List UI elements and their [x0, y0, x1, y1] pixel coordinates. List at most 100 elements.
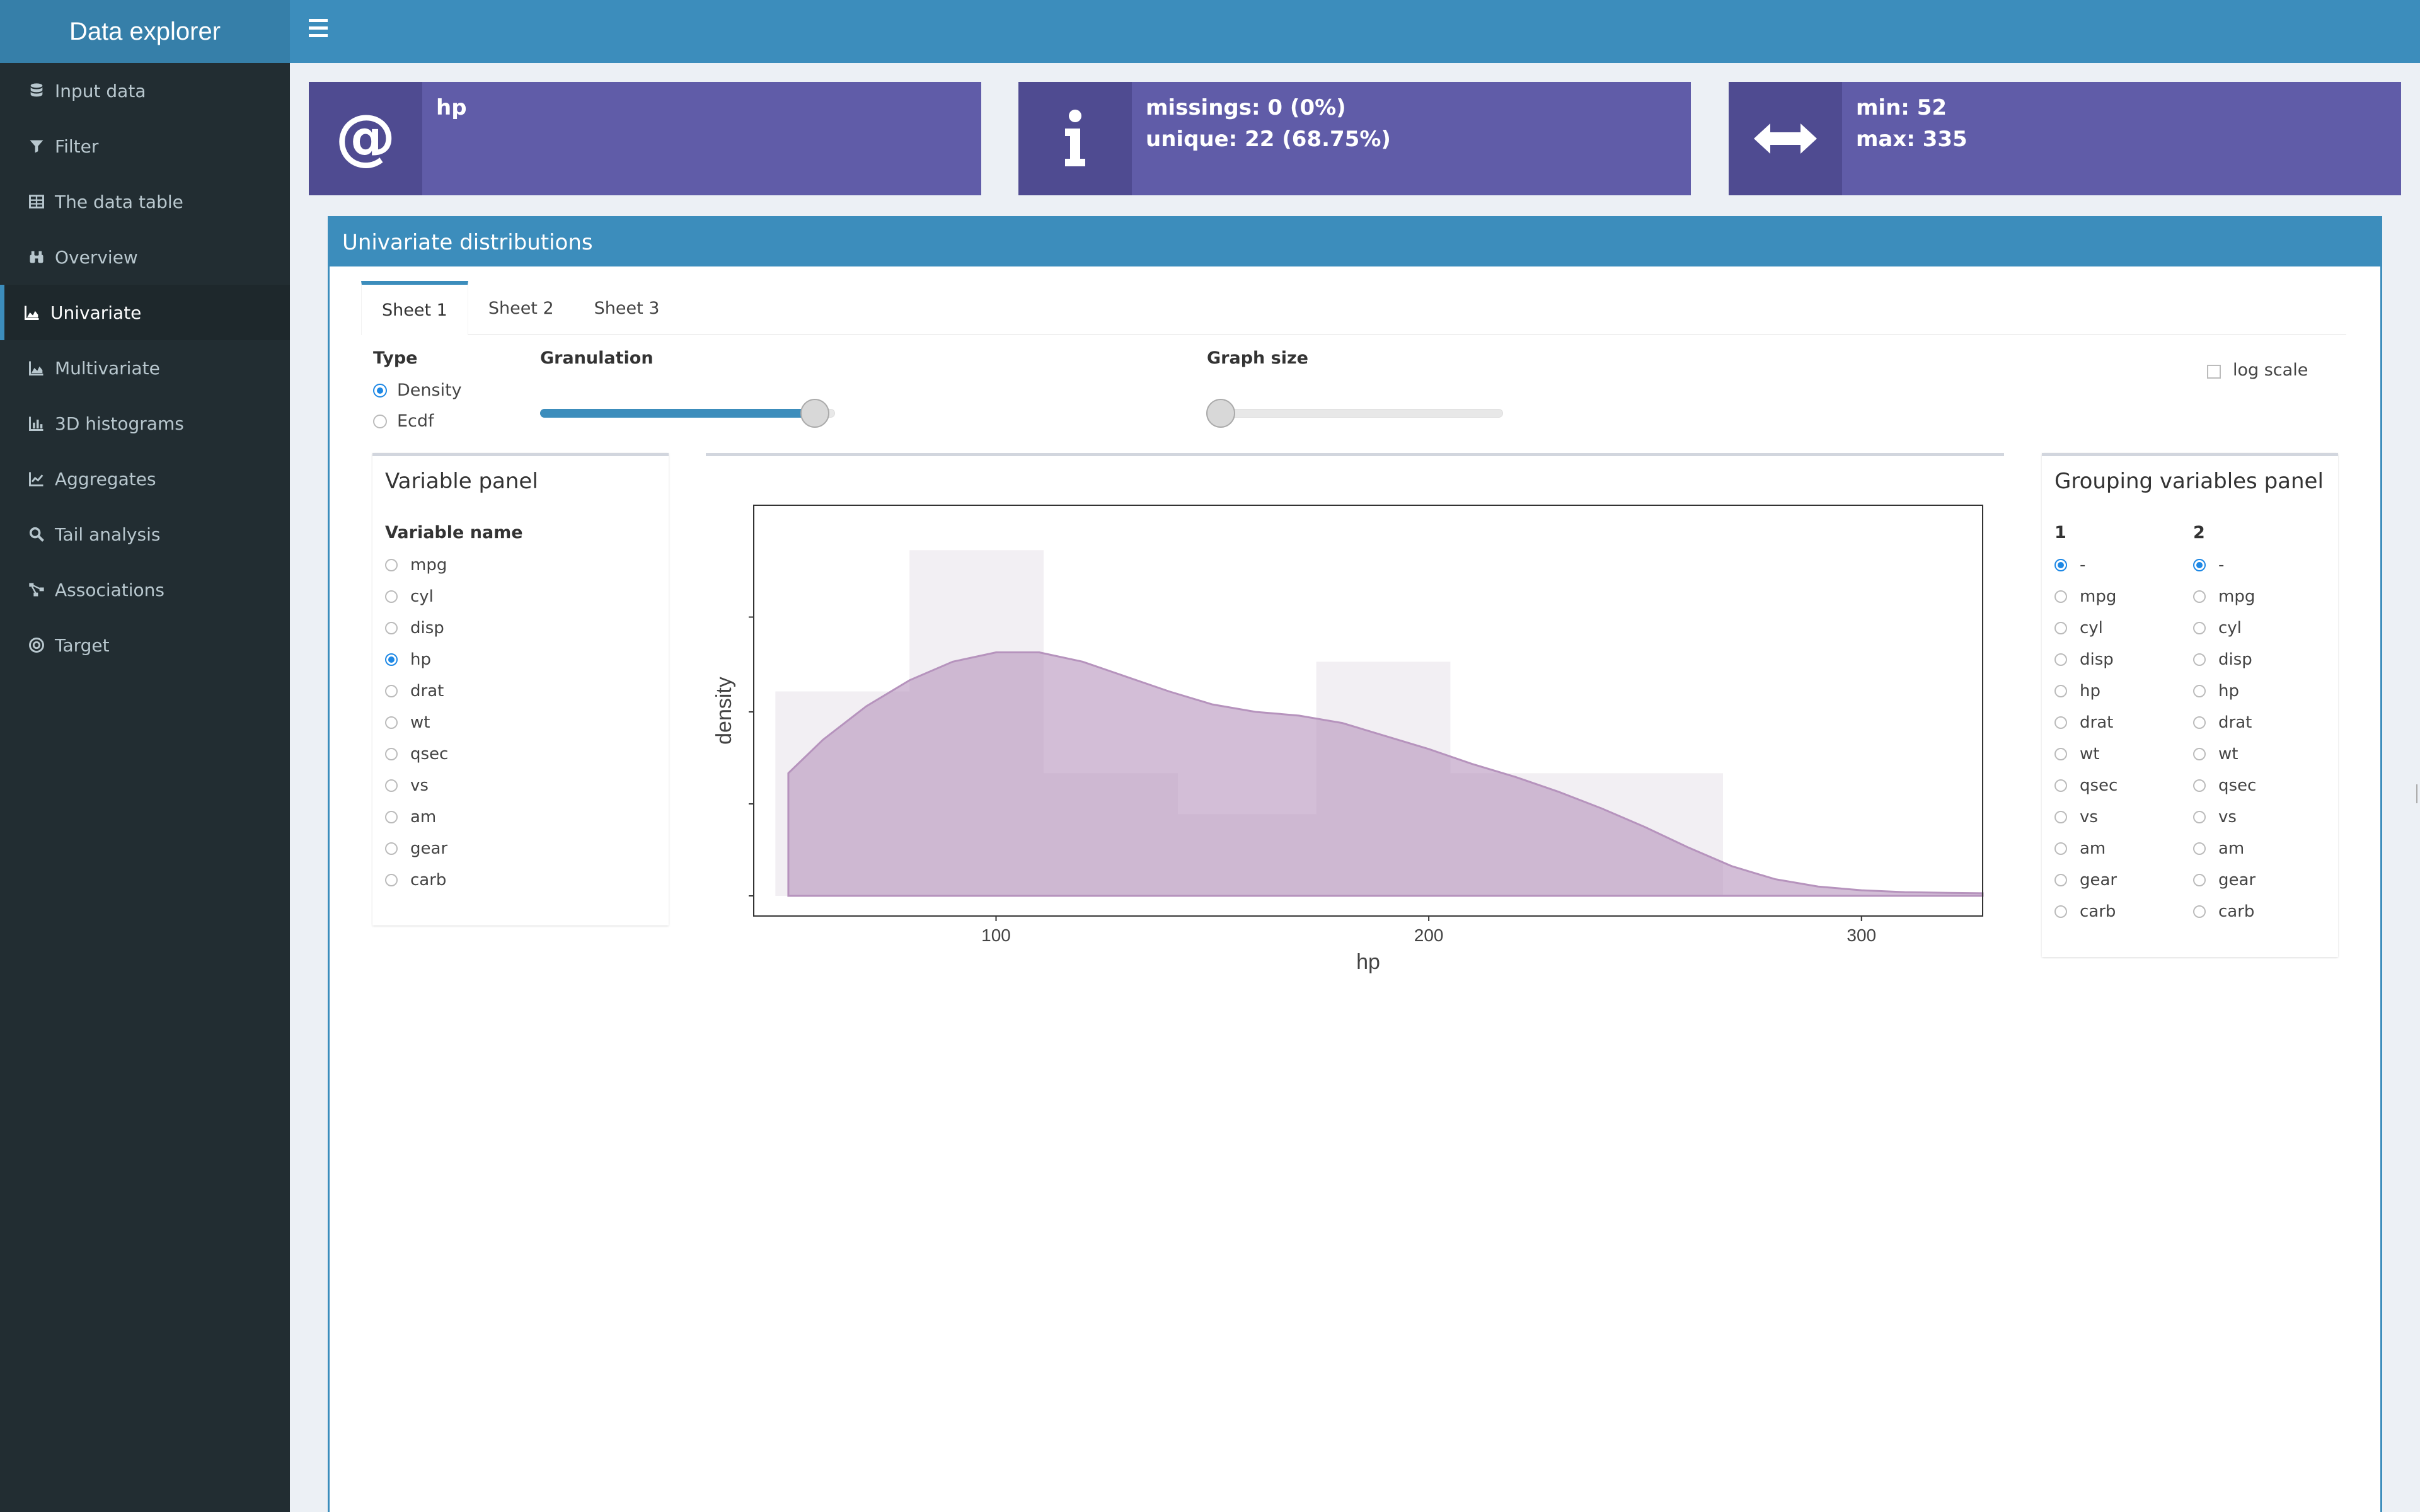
grouping2-option-drat[interactable]: drat: [2193, 713, 2252, 732]
sidebar-item-input-data[interactable]: Input data: [0, 63, 290, 118]
grouping1-option-carb[interactable]: carb: [2054, 902, 2116, 921]
graph-size-slider-handle[interactable]: [1206, 399, 1235, 428]
variable-option-mpg[interactable]: mpg: [385, 556, 447, 575]
grouping2-option-disp[interactable]: disp: [2193, 650, 2252, 669]
tab-sheet-3[interactable]: Sheet 3: [594, 298, 660, 318]
grouping2-option-vs[interactable]: vs: [2193, 808, 2237, 827]
grouping2-option-wt[interactable]: wt: [2193, 745, 2238, 764]
radio-button[interactable]: [385, 716, 398, 729]
radio-button[interactable]: [2193, 716, 2206, 729]
radio-button[interactable]: [2054, 842, 2067, 855]
radio-button[interactable]: [385, 811, 398, 823]
grouping1-option-wt[interactable]: wt: [2054, 745, 2099, 764]
radio-button[interactable]: [385, 748, 398, 760]
radio-button[interactable]: [2193, 874, 2206, 886]
radio-button[interactable]: [2193, 811, 2206, 823]
radio-button[interactable]: [2054, 874, 2067, 886]
radio-button[interactable]: [2193, 685, 2206, 697]
sidebar-item-label: Overview: [55, 246, 138, 268]
radio-button[interactable]: [2193, 779, 2206, 792]
sidebar-item-univariate[interactable]: Univariate: [0, 285, 290, 340]
grouping2-option-am[interactable]: am: [2193, 839, 2244, 858]
radio-button[interactable]: [2193, 559, 2206, 571]
radio-button[interactable]: [385, 779, 398, 792]
sidebar-item-overview[interactable]: Overview: [0, 229, 290, 285]
grouping1-option-vs[interactable]: vs: [2054, 808, 2098, 827]
database-icon: [26, 82, 47, 100]
variable-option-vs[interactable]: vs: [385, 776, 429, 795]
radio-button[interactable]: [2193, 748, 2206, 760]
x-tick-label: 200: [1414, 925, 1444, 945]
app-title[interactable]: Data explorer: [0, 0, 290, 63]
radio-button[interactable]: [2054, 622, 2067, 634]
radio-button[interactable]: [373, 414, 387, 428]
radio-button[interactable]: [385, 622, 398, 634]
radio-button[interactable]: [2054, 559, 2067, 571]
variable-option-gear[interactable]: gear: [385, 839, 447, 858]
sidebar-toggle-icon[interactable]: [309, 19, 334, 44]
radio-button[interactable]: [2054, 905, 2067, 918]
grouping2-option-gear[interactable]: gear: [2193, 871, 2256, 890]
sidebar-item-multivariate[interactable]: Multivariate: [0, 340, 290, 396]
radio-button[interactable]: [2054, 685, 2067, 697]
grouping1-option-gear[interactable]: gear: [2054, 871, 2117, 890]
variable-option-carb[interactable]: carb: [385, 871, 446, 890]
sidebar-item-aggregates[interactable]: Aggregates: [0, 451, 290, 507]
radio-button[interactable]: [2193, 842, 2206, 855]
variable-option-qsec[interactable]: qsec: [385, 745, 448, 764]
search-icon: [26, 525, 47, 543]
grouping1-option-disp[interactable]: disp: [2054, 650, 2114, 669]
sidebar-item-the-data-table[interactable]: The data table: [0, 174, 290, 229]
grouping1-option-mpg[interactable]: mpg: [2054, 587, 2116, 606]
tab-sheet-1[interactable]: Sheet 1: [361, 281, 468, 335]
variable-option-cyl[interactable]: cyl: [385, 587, 434, 606]
radio-button[interactable]: [385, 559, 398, 571]
variable-option-drat[interactable]: drat: [385, 682, 444, 701]
radio-button[interactable]: [385, 685, 398, 697]
grouping1-option-am[interactable]: am: [2054, 839, 2106, 858]
log-scale-checkbox[interactable]: [2207, 365, 2221, 379]
type-option-ecdf[interactable]: Ecdf: [373, 411, 434, 431]
sidebar-item-filter[interactable]: Filter: [0, 118, 290, 174]
radio-button[interactable]: [2193, 622, 2206, 634]
radio-button[interactable]: [2193, 590, 2206, 603]
grouping2-option-none[interactable]: -: [2193, 556, 2224, 575]
graph-size-slider-track[interactable]: [1207, 409, 1503, 418]
info-icon: [1018, 82, 1132, 195]
sidebar-item-3d-histograms[interactable]: 3D histograms: [0, 396, 290, 451]
grouping2-option-mpg[interactable]: mpg: [2193, 587, 2255, 606]
radio-button[interactable]: [385, 590, 398, 603]
radio-button[interactable]: [2054, 590, 2067, 603]
variable-option-am[interactable]: am: [385, 808, 436, 827]
grouping2-option-cyl[interactable]: cyl: [2193, 619, 2242, 638]
type-option-density[interactable]: Density: [373, 381, 462, 400]
variable-option-wt[interactable]: wt: [385, 713, 430, 732]
variable-option-hp[interactable]: hp: [385, 650, 431, 669]
variable-option-disp[interactable]: disp: [385, 619, 444, 638]
granulation-slider-handle[interactable]: [800, 399, 829, 428]
grouping2-option-carb[interactable]: carb: [2193, 902, 2254, 921]
radio-button[interactable]: [385, 653, 398, 666]
grouping1-option-qsec[interactable]: qsec: [2054, 776, 2118, 795]
radio-button[interactable]: [2054, 716, 2067, 729]
radio-button[interactable]: [2193, 653, 2206, 666]
grouping1-option-drat[interactable]: drat: [2054, 713, 2113, 732]
grouping2-option-qsec[interactable]: qsec: [2193, 776, 2256, 795]
radio-button[interactable]: [2054, 748, 2067, 760]
sidebar-item-associations[interactable]: Associations: [0, 562, 290, 617]
grouping2-option-hp[interactable]: hp: [2193, 682, 2239, 701]
grouping1-option-none[interactable]: -: [2054, 556, 2085, 575]
sidebar-item-target[interactable]: Target: [0, 617, 290, 673]
chart-panel-border: [706, 453, 2004, 456]
grouping1-option-hp[interactable]: hp: [2054, 682, 2100, 701]
radio-button[interactable]: [2054, 811, 2067, 823]
radio-button[interactable]: [2193, 905, 2206, 918]
tab-sheet-2[interactable]: Sheet 2: [488, 298, 554, 318]
radio-button[interactable]: [385, 842, 398, 855]
radio-button[interactable]: [373, 383, 387, 398]
grouping1-option-cyl[interactable]: cyl: [2054, 619, 2103, 638]
sidebar-item-tail-analysis[interactable]: Tail analysis: [0, 507, 290, 562]
radio-button[interactable]: [2054, 779, 2067, 792]
radio-button[interactable]: [2054, 653, 2067, 666]
radio-button[interactable]: [385, 874, 398, 886]
